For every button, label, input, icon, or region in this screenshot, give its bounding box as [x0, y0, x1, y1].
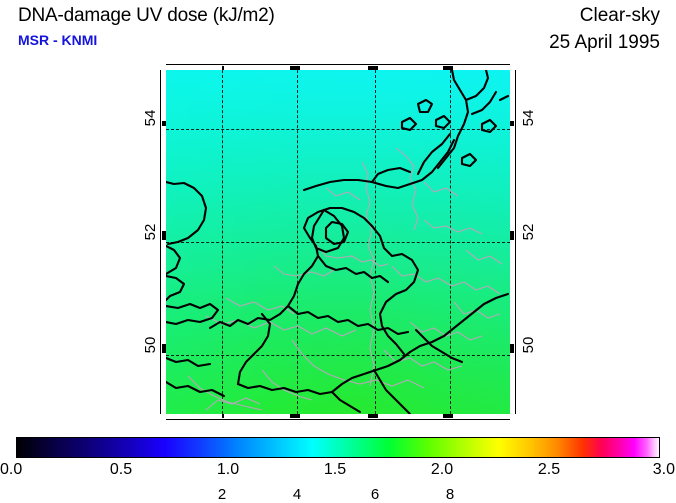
uv-dose-field [166, 70, 510, 414]
tick-gap-left-c [162, 240, 166, 344]
ytick-left-52: 52 [142, 223, 159, 241]
ytick-right-54: 54 [520, 109, 537, 127]
xtick-bottom-3: 6 [370, 486, 380, 503]
ytick-right-52: 52 [520, 223, 537, 241]
colorbar-tick-6: 3.0 [652, 461, 675, 478]
ytick-left-54: 54 [142, 109, 159, 127]
page-title: DNA-damage UV dose (kJ/m2) [18, 5, 275, 26]
colorbar-tick-5: 2.5 [537, 461, 561, 478]
tick-gap-top-c [300, 66, 368, 70]
colorbar [16, 437, 660, 458]
tick-gap-top-e [453, 66, 510, 70]
coastline-overlay [166, 70, 510, 414]
axis-right-thin [515, 70, 516, 414]
ytick-right-50: 50 [520, 336, 537, 354]
tick-gap-right-b [510, 126, 514, 231]
tick-gap-top-d [378, 66, 443, 70]
colorbar-tick-0: 0.0 [0, 461, 23, 478]
tick-gap-bot-d [378, 414, 443, 418]
date-label: 25 April 1995 [549, 32, 660, 53]
tick-gap-left-a [162, 70, 166, 121]
condition-label: Clear-sky [579, 5, 660, 26]
axis-bottom-thin [166, 419, 510, 420]
xtick-bottom-1: 2 [217, 486, 227, 503]
colorbar-tick-1: 0.5 [109, 461, 133, 478]
map-plot: 2 4 6 8 2 4 6 8 54 52 50 54 52 50 [142, 64, 537, 503]
tick-gap-bot-c [300, 414, 368, 418]
tick-gap-bot-b [224, 414, 290, 418]
tick-gap-bot-e [453, 414, 510, 418]
xtick-bottom-2: 4 [292, 486, 302, 503]
gridline-lat-54 [166, 129, 510, 130]
tick-gap-left-b [162, 126, 166, 231]
ytick-left-50: 50 [142, 336, 159, 354]
axis-top-thin [166, 64, 510, 65]
tick-gap-right-c [510, 240, 514, 344]
tick-gap-left-d [162, 353, 166, 414]
colorbar-tick-2: 1.0 [216, 461, 240, 478]
tick-gap-bot-a [166, 414, 222, 418]
tick-gap-right-d [510, 353, 514, 414]
tick-gap-top-b [224, 66, 290, 70]
colorbar-frame [16, 437, 660, 458]
gridline-lat-50 [166, 355, 510, 356]
tick-gap-right-a [510, 70, 514, 121]
xtick-bottom-4: 8 [445, 486, 455, 503]
axis-left-thin [160, 70, 161, 414]
tick-gap-top-a [166, 66, 222, 70]
institute-label: MSR - KNMI [18, 32, 98, 48]
colorbar-tick-4: 2.0 [430, 461, 454, 478]
colorbar-tick-3: 1.5 [323, 461, 347, 478]
